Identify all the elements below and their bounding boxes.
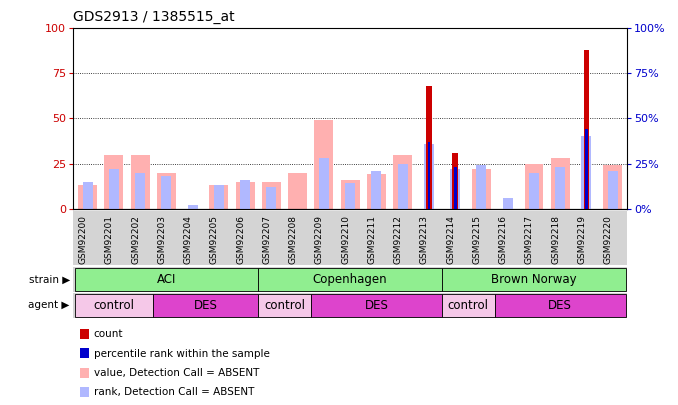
Text: GSM92218: GSM92218 (551, 215, 560, 264)
Bar (214, 185, 224, 209)
Bar (109, 169, 119, 209)
Bar (555, 167, 565, 209)
Bar (157, 173, 176, 209)
Text: GSM92201: GSM92201 (105, 215, 114, 264)
Bar (75, 268, 258, 291)
Bar (188, 205, 198, 209)
Bar (83, 181, 93, 209)
Text: rank, Detection Call = ABSENT: rank, Detection Call = ABSENT (94, 388, 254, 397)
Bar (210, 185, 228, 209)
Bar (450, 169, 460, 209)
Text: DES: DES (549, 299, 572, 312)
Text: control: control (448, 299, 489, 312)
Text: GSM92206: GSM92206 (236, 215, 245, 264)
Bar (372, 171, 382, 209)
Text: GSM92200: GSM92200 (79, 215, 87, 264)
Text: DES: DES (194, 299, 218, 312)
Bar (582, 136, 591, 209)
Bar (398, 164, 407, 209)
Bar (442, 268, 626, 291)
Bar (551, 158, 570, 209)
Bar (494, 294, 626, 317)
Text: GSM92208: GSM92208 (289, 215, 298, 264)
Text: strain ▶: strain ▶ (28, 275, 70, 284)
Bar (603, 165, 622, 209)
Bar (341, 180, 359, 209)
Text: Copenhagen: Copenhagen (313, 273, 388, 286)
Text: GSM92202: GSM92202 (131, 215, 140, 264)
Text: GSM92215: GSM92215 (473, 215, 481, 264)
Bar (104, 154, 123, 209)
Bar (236, 181, 255, 209)
Text: GSM92214: GSM92214 (446, 215, 455, 264)
Bar (345, 183, 355, 209)
Bar (502, 198, 513, 209)
Bar (424, 144, 434, 209)
Bar (262, 181, 281, 209)
Bar (240, 180, 250, 209)
Bar (367, 174, 386, 209)
Bar (525, 164, 543, 209)
Text: GSM92212: GSM92212 (394, 215, 403, 264)
Bar (153, 294, 258, 317)
Bar (311, 294, 442, 317)
Bar (393, 154, 412, 209)
Bar (477, 165, 486, 209)
Bar (258, 268, 442, 291)
Bar (428, 142, 431, 209)
Bar (454, 167, 456, 209)
Bar (426, 86, 432, 209)
Bar (452, 153, 458, 209)
Text: ACI: ACI (157, 273, 176, 286)
Text: GSM92219: GSM92219 (578, 215, 586, 264)
Text: GSM92207: GSM92207 (262, 215, 271, 264)
Text: GSM92210: GSM92210 (341, 215, 350, 264)
Text: GSM92209: GSM92209 (315, 215, 324, 264)
Text: DES: DES (365, 299, 388, 312)
Text: GSM92205: GSM92205 (210, 215, 219, 264)
Bar (529, 173, 539, 209)
Text: Brown Norway: Brown Norway (491, 273, 577, 286)
Text: GSM92213: GSM92213 (420, 215, 429, 264)
Bar (315, 120, 334, 209)
Text: GSM92216: GSM92216 (499, 215, 508, 264)
Text: GDS2913 / 1385515_at: GDS2913 / 1385515_at (73, 10, 235, 24)
Bar (135, 173, 145, 209)
Text: GSM92220: GSM92220 (603, 215, 613, 264)
Text: GSM92203: GSM92203 (157, 215, 166, 264)
Text: control: control (264, 299, 305, 312)
Text: agent ▶: agent ▶ (28, 301, 70, 310)
Bar (472, 169, 491, 209)
Bar (288, 173, 307, 209)
Bar (607, 171, 618, 209)
Text: GSM92211: GSM92211 (367, 215, 376, 264)
Bar (75, 294, 153, 317)
Text: value, Detection Call = ABSENT: value, Detection Call = ABSENT (94, 368, 259, 378)
Text: count: count (94, 329, 123, 339)
Text: GSM92217: GSM92217 (525, 215, 534, 264)
Bar (442, 294, 494, 317)
Bar (258, 294, 311, 317)
Text: control: control (94, 299, 134, 312)
Bar (584, 50, 589, 209)
Bar (161, 176, 172, 209)
Bar (585, 129, 588, 209)
Bar (319, 158, 329, 209)
Bar (266, 187, 277, 209)
Bar (78, 185, 97, 209)
Bar (131, 154, 150, 209)
Text: percentile rank within the sample: percentile rank within the sample (94, 349, 269, 358)
Text: GSM92204: GSM92204 (184, 215, 193, 264)
